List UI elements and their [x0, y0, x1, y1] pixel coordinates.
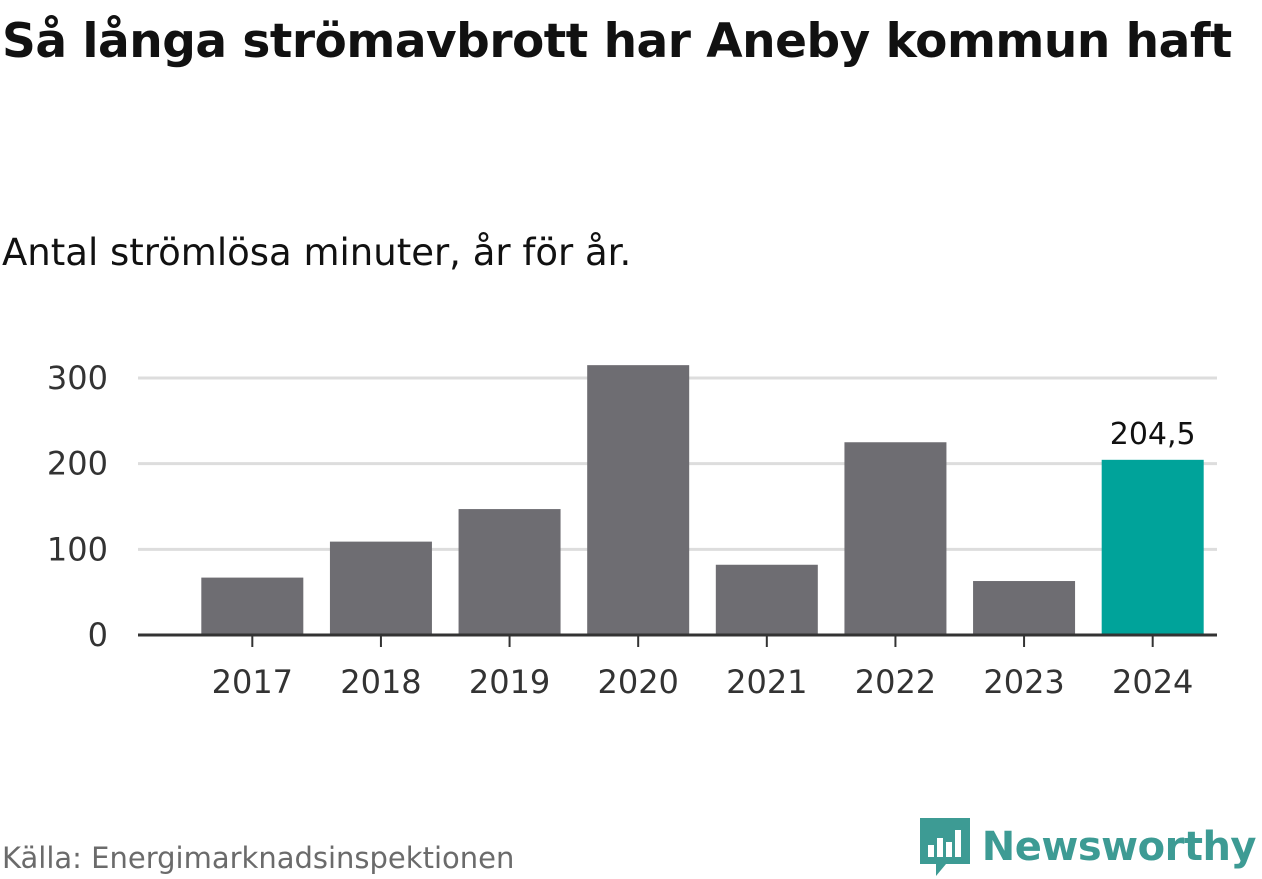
bar-2019: [458, 509, 561, 635]
data-label-2024: 204,5: [1110, 417, 1196, 452]
brand-logo: Newsworthy: [919, 818, 1257, 876]
bar-2018: [329, 541, 432, 635]
x-tick-label-2021: 2021: [726, 663, 807, 701]
chart-subtitle: Antal strömlösa minuter, år för år.: [2, 231, 632, 274]
y-tick-label-200: 200: [47, 445, 108, 483]
x-tick-label-2020: 2020: [597, 663, 678, 701]
x-tick-label-2017: 2017: [212, 663, 293, 701]
y-tick-label-100: 100: [47, 530, 108, 568]
x-tick-label-2018: 2018: [340, 663, 421, 701]
bar-2022: [844, 442, 947, 635]
brand-name: Newsworthy: [981, 824, 1257, 870]
bar-chart: 0 100 200 300 2017 2018 2019 2020 2021 2022 2023 20…: [47, 359, 1217, 701]
x-tick-label-2019: 2019: [469, 663, 550, 701]
chart-title: Så långa strömavbrott har Aneby kommun h…: [2, 14, 1232, 69]
source-note: Källa: Energimarknadsinspektionen: [2, 841, 515, 875]
x-tick-label-2022: 2022: [855, 663, 936, 701]
x-tick-label-2023: 2023: [983, 663, 1064, 701]
y-tick-label-300: 300: [47, 359, 108, 397]
bar-2021: [715, 564, 818, 635]
bar-2020: [587, 365, 690, 635]
bar-2023: [973, 581, 1076, 635]
bar-2024: [1101, 459, 1204, 635]
bar-2017: [201, 577, 304, 635]
bar-chart-logo-icon: [919, 818, 970, 876]
x-tick-label-2024: 2024: [1112, 663, 1193, 701]
y-tick-label-0: 0: [88, 616, 108, 654]
